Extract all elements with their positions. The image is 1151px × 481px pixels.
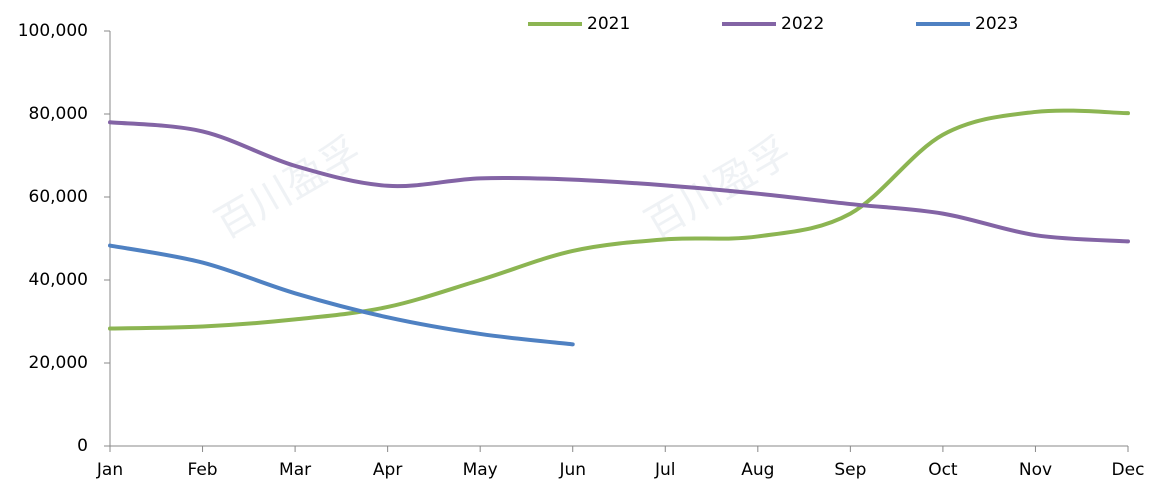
data-line bbox=[108, 108, 1130, 331]
x-tick-label: Dec bbox=[1112, 460, 1145, 480]
x-tick-label: Oct bbox=[928, 460, 958, 480]
x-tick-label: Jul bbox=[654, 460, 676, 480]
x-tick-label: Jun bbox=[558, 460, 586, 480]
y-tick-label: 80,000 bbox=[29, 104, 88, 124]
x-tick-label: Jan bbox=[96, 460, 123, 480]
y-tick-label: 20,000 bbox=[29, 353, 88, 373]
x-tick-label: Aug bbox=[741, 460, 774, 480]
legend-label: 2023 bbox=[975, 14, 1018, 34]
legend-label: 2021 bbox=[587, 14, 630, 34]
y-tick-label: 100,000 bbox=[18, 21, 88, 41]
x-tick-label: Sep bbox=[834, 460, 866, 480]
y-tick-label: 40,000 bbox=[29, 270, 88, 290]
svg-text:百川盈孚: 百川盈孚 bbox=[208, 128, 370, 248]
legend-label: 2022 bbox=[781, 14, 824, 34]
x-tick-label: Nov bbox=[1019, 460, 1052, 480]
y-tick-label: 0 bbox=[77, 436, 88, 456]
x-tick-label: Apr bbox=[373, 460, 402, 480]
x-tick-label: May bbox=[463, 460, 498, 480]
x-tick-label: Feb bbox=[187, 460, 217, 480]
data-line bbox=[108, 243, 575, 347]
data-line bbox=[108, 120, 1130, 244]
y-tick-label: 60,000 bbox=[29, 187, 88, 207]
x-tick-label: Mar bbox=[279, 460, 311, 480]
